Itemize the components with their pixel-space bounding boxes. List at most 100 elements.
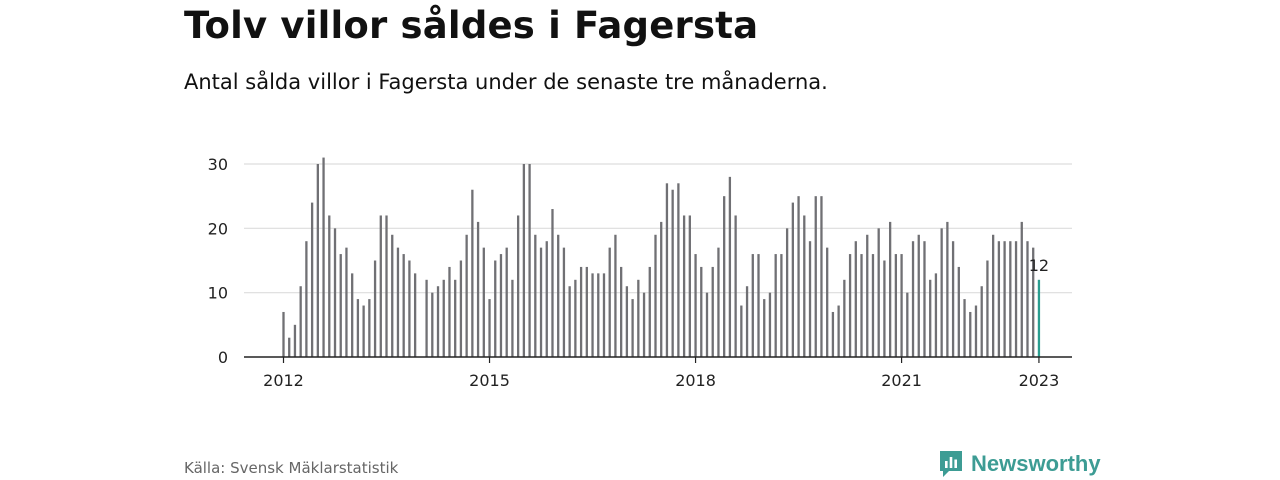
bar — [408, 260, 411, 357]
bar — [1003, 241, 1006, 357]
bar — [465, 234, 468, 357]
bar — [631, 299, 634, 357]
bar — [951, 241, 955, 357]
bar — [763, 299, 766, 357]
brand-logo[interactable]: Newsworthy — [938, 449, 1101, 479]
chart-title: Tolv villor såldes i Fagersta — [184, 4, 759, 47]
bar — [980, 286, 983, 357]
bar — [740, 305, 743, 357]
bar — [597, 273, 600, 357]
bar — [442, 279, 445, 357]
bar — [385, 215, 388, 357]
bar — [528, 164, 531, 357]
bar — [883, 260, 886, 357]
bar — [379, 215, 382, 357]
bar — [808, 241, 812, 357]
bar — [745, 286, 749, 357]
bar — [688, 215, 691, 357]
bar — [700, 266, 703, 357]
bar — [992, 234, 995, 357]
brand-name: Newsworthy — [971, 451, 1101, 476]
bar — [316, 164, 319, 357]
bar — [963, 299, 966, 357]
bar — [934, 273, 938, 357]
bar — [860, 254, 863, 357]
bar — [373, 260, 377, 357]
bar — [454, 279, 457, 357]
bar — [705, 292, 709, 357]
bar — [929, 279, 932, 357]
bar — [368, 299, 371, 357]
bar — [425, 279, 428, 357]
bar — [923, 241, 926, 357]
x-tick-label: 2018 — [675, 371, 716, 390]
bar — [413, 273, 417, 357]
bar — [711, 266, 714, 357]
bar — [814, 196, 817, 357]
bar — [482, 247, 485, 357]
bar — [620, 266, 623, 357]
bar — [1026, 241, 1029, 357]
bar — [356, 299, 360, 357]
bar — [900, 254, 903, 357]
bar — [660, 221, 663, 357]
bar — [957, 266, 960, 357]
bar — [345, 247, 348, 357]
bar — [843, 279, 846, 357]
bar — [665, 183, 669, 357]
y-tick-label: 0 — [218, 348, 228, 367]
gridlines — [244, 163, 1072, 294]
bar — [585, 266, 588, 357]
bar — [820, 196, 823, 357]
x-tick-label: 2023 — [1019, 371, 1060, 390]
bar — [774, 254, 777, 357]
bar — [877, 228, 880, 357]
bar — [568, 286, 571, 357]
bar — [911, 241, 915, 357]
y-tick-label: 30 — [208, 155, 228, 174]
bar — [614, 234, 617, 357]
bar — [723, 196, 726, 357]
x-tick-label: 2012 — [263, 371, 304, 390]
bar — [785, 228, 789, 357]
bar — [940, 228, 943, 357]
bar — [986, 260, 989, 357]
bar — [488, 299, 491, 357]
bar — [459, 260, 463, 357]
bar — [694, 254, 697, 357]
bar — [1014, 241, 1018, 357]
bar — [431, 292, 434, 357]
bar — [339, 254, 342, 357]
bar — [717, 247, 720, 357]
bar — [545, 241, 548, 357]
bar — [391, 234, 394, 357]
bar — [780, 254, 783, 357]
bar — [322, 157, 325, 357]
bar — [1009, 241, 1012, 357]
bar — [293, 324, 297, 357]
y-tick-label: 10 — [208, 284, 228, 303]
bar — [888, 221, 892, 357]
bar — [831, 311, 835, 357]
bar — [906, 292, 909, 357]
bar — [288, 337, 291, 357]
bar — [997, 241, 1001, 357]
bar — [328, 215, 331, 357]
bar — [791, 202, 794, 357]
bar — [1032, 247, 1035, 357]
chart-subtitle: Antal sålda villor i Fagersta under de s… — [184, 70, 828, 94]
bar — [682, 215, 686, 357]
bar — [654, 234, 657, 357]
bar — [562, 247, 566, 357]
bars — [282, 157, 1041, 357]
bar — [848, 254, 852, 357]
bar — [448, 266, 451, 357]
bar — [648, 266, 651, 357]
bar-chart: 0 10 20 30 2012 2015 2018 2021 2023 12 — [208, 155, 1072, 390]
bar — [402, 254, 405, 357]
bar — [757, 254, 760, 357]
bar — [396, 247, 400, 357]
bar — [305, 241, 308, 357]
bar — [579, 266, 583, 357]
bar — [299, 286, 302, 357]
